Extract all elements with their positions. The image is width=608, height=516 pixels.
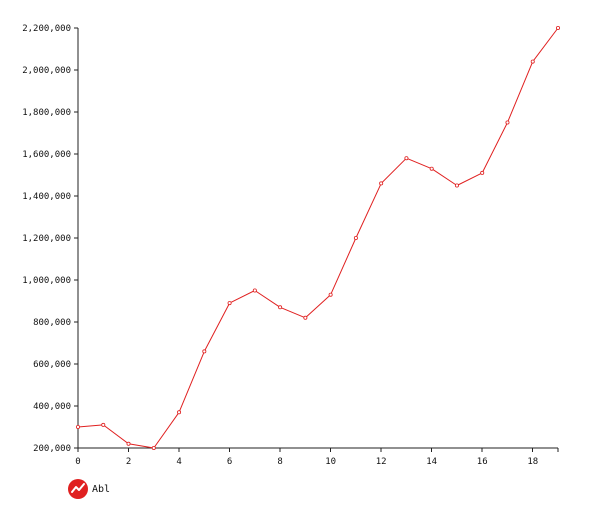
data-point[interactable] (556, 25, 561, 30)
y-tick-label: 1,200,000 (22, 234, 71, 244)
x-tick-label: 10 (325, 457, 336, 467)
data-point[interactable] (530, 59, 535, 64)
data-point[interactable] (353, 235, 358, 240)
data-point[interactable] (126, 441, 131, 446)
x-tick-label: 18 (527, 457, 538, 467)
y-tick-label: 600,000 (33, 360, 71, 370)
x-tick-label: 6 (227, 457, 232, 467)
legend-series-icon (68, 479, 88, 499)
data-point[interactable] (278, 305, 283, 310)
data-point[interactable] (76, 424, 81, 429)
series-layer (76, 25, 561, 450)
y-tick-label: 2,000,000 (22, 66, 71, 76)
data-point[interactable] (101, 422, 106, 427)
y-tick-label: 1,600,000 (22, 150, 71, 160)
data-point[interactable] (454, 183, 459, 188)
data-point[interactable] (177, 410, 182, 415)
y-tick-label: 1,800,000 (22, 108, 71, 118)
x-tick-label: 12 (376, 457, 387, 467)
data-point[interactable] (303, 315, 308, 320)
data-point[interactable] (505, 120, 510, 125)
x-tick-label: 2 (126, 457, 131, 467)
y-tick-label: 2,200,000 (22, 24, 71, 34)
data-point[interactable] (328, 292, 333, 297)
data-point[interactable] (227, 301, 232, 306)
x-tick-label: 16 (477, 457, 488, 467)
data-point[interactable] (429, 166, 434, 171)
data-point[interactable] (379, 181, 384, 186)
y-tick-label: 800,000 (33, 318, 71, 328)
legend[interactable]: Abl (68, 478, 110, 500)
data-point[interactable] (202, 349, 207, 354)
y-axis: 200,000 400,000 600,000 800,000 1,000,000 1,2… (22, 24, 79, 454)
x-tick-label: 8 (277, 457, 282, 467)
y-tick-label: 400,000 (33, 402, 71, 412)
x-tick-label: 4 (176, 457, 181, 467)
data-point[interactable] (480, 170, 485, 175)
data-point[interactable] (151, 445, 156, 450)
y-tick-label: 1,000,000 (22, 276, 71, 286)
x-tick-label: 0 (75, 457, 80, 467)
y-tick-label: 200,000 (33, 444, 71, 454)
series-line (77, 27, 559, 449)
x-axis: 0 2 4 6 8 10 12 14 16 18 (75, 447, 559, 467)
data-point[interactable] (404, 156, 409, 161)
x-tick-label: 14 (426, 457, 437, 467)
data-point[interactable] (252, 288, 257, 293)
y-tick-label: 1,400,000 (22, 192, 71, 202)
legend-series-label: Abl (92, 483, 111, 495)
